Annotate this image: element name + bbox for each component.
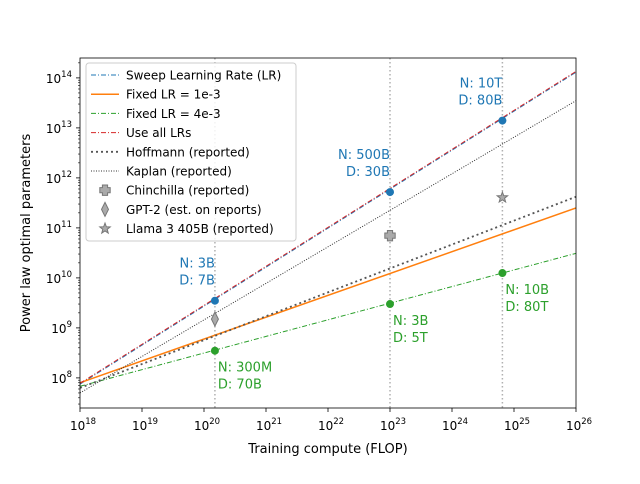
tick-label: 1013 (46, 120, 72, 136)
legend-box (85, 62, 297, 242)
series-line (80, 71, 576, 385)
fit-point (386, 188, 394, 197)
annotation-label: N: 10T (460, 77, 503, 92)
reported-point (210, 310, 219, 328)
legend-label: Kaplan (reported) (126, 165, 232, 179)
tick-label: 1024 (442, 417, 468, 433)
annotation-label: D: 30B (346, 165, 390, 180)
tick-label: 1010 (46, 270, 72, 286)
annotation-label: N: 3B (179, 257, 214, 272)
legend-label: Sweep Learning Rate (LR) (126, 69, 281, 83)
legend-label: Use all LRs (126, 126, 191, 140)
tick-label: 1019 (132, 417, 158, 433)
series-line (80, 195, 576, 389)
tick-label: 1026 (566, 417, 592, 433)
tick-label: 1020 (194, 417, 220, 433)
axes: 1018 1019 1020 1021 1022 1023 1024 1025 1026 108 1… (19, 57, 592, 457)
series-line (80, 70, 576, 384)
series-line (80, 100, 576, 394)
tick-label: 1022 (318, 417, 344, 433)
point-annotations: N: 3B D: 7B N: 500B D: 30B N: 10T D: 80B N: 30… (179, 77, 549, 393)
reported-point (384, 229, 396, 242)
annotation-label: D: 7B (179, 274, 215, 289)
legend: Sweep Learning Rate (LR) Fixed LR = 1e-3 F… (85, 62, 297, 242)
legend-label: GPT-2 (est. on reports) (126, 203, 262, 217)
series-line (80, 252, 576, 387)
legend-label: Fixed LR = 4e-3 (126, 107, 221, 121)
tick-label: 1014 (46, 70, 72, 86)
tick-label: 1011 (46, 220, 72, 236)
legend-marker (98, 221, 112, 235)
y-axis-label: Power law optimal parameters (19, 134, 34, 333)
data-points (210, 116, 509, 355)
tick-label: 108 (51, 370, 72, 386)
tick-label: 1023 (380, 417, 406, 433)
legend-label: Llama 3 405B (reported) (126, 222, 274, 236)
legend-label: Fixed LR = 1e-3 (126, 88, 221, 102)
fit-lines (80, 70, 576, 394)
tick-label: 1025 (504, 417, 530, 433)
fit-point (210, 346, 219, 355)
legend-marker (100, 201, 110, 218)
tick-label: 1018 (70, 417, 96, 433)
x-axis-label: Training compute (FLOP) (247, 442, 407, 457)
annotation-label: N: 500B (338, 148, 390, 163)
annotation-label: D: 80B (458, 94, 502, 109)
tick-label: 1021 (256, 417, 282, 433)
reported-point (495, 190, 509, 204)
annotation-label: N: 10B (505, 283, 549, 298)
tick-label: 1012 (46, 170, 72, 186)
fit-point (498, 269, 507, 278)
legend-label: Chinchilla (reported) (126, 184, 249, 198)
fit-point (386, 300, 394, 309)
tick-label: 109 (51, 320, 72, 336)
fit-point (498, 116, 507, 125)
series-line (80, 207, 576, 384)
legend-marker (99, 184, 111, 196)
annotation-label: N: 300M (218, 361, 272, 376)
annotation-label: D: 80T (505, 300, 548, 315)
fit-point (210, 296, 219, 305)
annotation-label: N: 3B (393, 314, 428, 329)
annotation-label: D: 5T (393, 331, 428, 346)
annotation-label: D: 70B (218, 378, 262, 393)
legend-label: Hoffmann (reported) (126, 145, 250, 159)
